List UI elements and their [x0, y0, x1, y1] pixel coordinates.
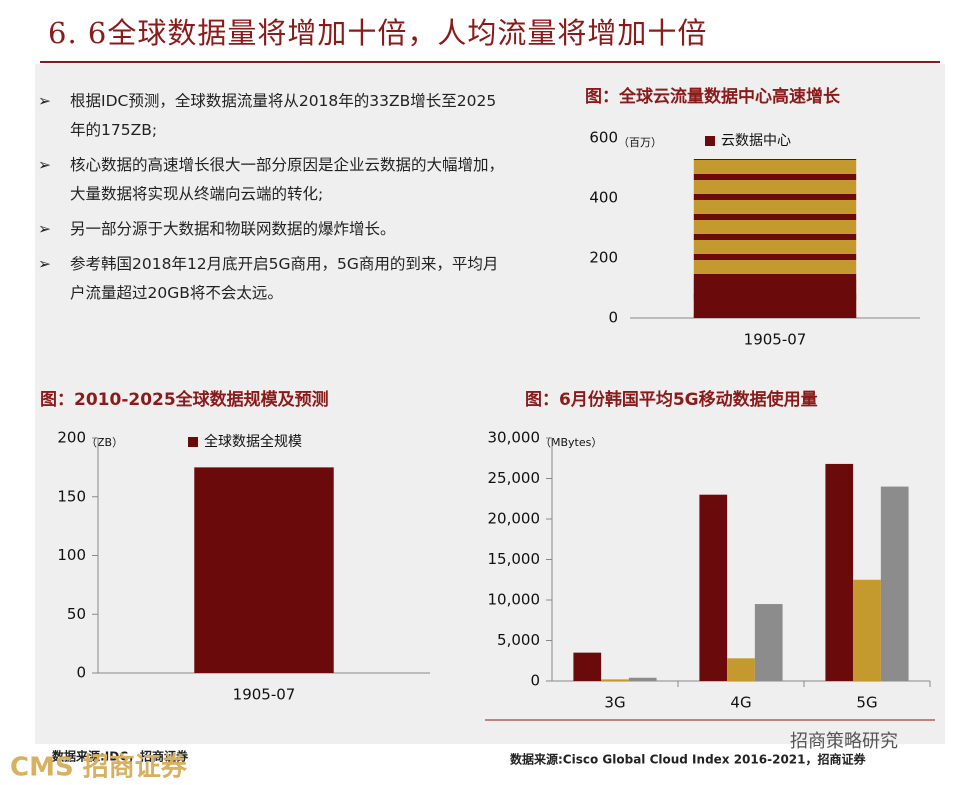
y-tick-label: 400: [589, 189, 618, 207]
bar: [825, 463, 854, 681]
logo: CMS 招商证券: [10, 752, 188, 783]
source: 数据来源:Cisco Global Cloud Index 2016-2021，…: [510, 752, 866, 767]
y-tick-label: 200: [57, 429, 86, 447]
y-tick-label: 600: [589, 129, 618, 147]
y-tick-label: 200: [589, 249, 618, 267]
x-tick-label: 4G: [730, 694, 751, 712]
y-tick-label: 5,000: [497, 631, 540, 649]
legend-swatch: [705, 136, 715, 146]
bar-base: [693, 280, 857, 318]
y-axis-label: （ZB）: [86, 436, 123, 449]
x-tick-label: 3G: [604, 694, 625, 712]
legend-label: 全球数据全规模: [204, 433, 302, 450]
y-tick-label: 150: [57, 487, 86, 505]
chart-title: 图：全球云流量数据中心高速增长: [585, 86, 841, 107]
bar: [194, 467, 334, 673]
bar: [573, 652, 602, 681]
bullet: 参考韩国2018年12月底开启5G商用，5G商用的到来，平均月户流量超过20GB…: [38, 250, 508, 308]
y-axis-label: （百万）: [618, 136, 662, 149]
bar: [754, 604, 783, 681]
bar: [699, 494, 728, 681]
bullet: 根据IDC预测，全球数据流量将从2018年的33ZB增长至2025年的175ZB…: [38, 87, 508, 145]
legend-label: 云数据中心: [721, 133, 791, 149]
y-tick-label: 0: [530, 672, 540, 690]
x-tick-label: 1905-07: [233, 686, 296, 704]
y-tick-label: 0: [76, 664, 86, 682]
bar: [853, 579, 881, 681]
y-tick-label: 25,000: [488, 469, 541, 487]
bar: [628, 677, 657, 681]
bar: [727, 658, 755, 681]
y-tick-label: 0: [608, 309, 618, 327]
y-tick-label: 50: [67, 605, 86, 623]
bullet: 另一部分源于大数据和物联网数据的爆炸增长。: [38, 215, 508, 244]
y-axis-label: （MBytes）: [540, 436, 602, 449]
x-tick-label: 5G: [856, 694, 877, 712]
legend-swatch: [188, 437, 198, 447]
source: 数据来源:IDC，招商证券: [52, 749, 189, 764]
watermark: 招商策略研究: [790, 731, 898, 752]
title-rule: [40, 61, 940, 63]
slide-title: 6. 6全球数据量将增加十倍，人均流量将增加十倍: [48, 16, 708, 50]
bar: [880, 486, 909, 681]
chart-title: 图：2010-2025全球数据规模及预测: [40, 389, 329, 410]
x-tick-label: 1905-07: [744, 331, 807, 349]
chart-title: 图：6月份韩国平均5G移动数据使用量: [525, 389, 818, 410]
y-tick-label: 20,000: [488, 510, 541, 528]
bullets: 根据IDC预测，全球数据流量将从2018年的33ZB增长至2025年的175ZB…: [38, 87, 508, 314]
y-tick-label: 100: [57, 546, 86, 564]
bar: [601, 679, 629, 681]
y-tick-label: 30,000: [488, 429, 541, 447]
bullet: 核心数据的高速增长很大一部分原因是企业云数据的大幅增加，大量数据将实现从终端向云…: [38, 151, 508, 209]
y-tick-label: 10,000: [488, 591, 541, 609]
y-tick-label: 15,000: [488, 550, 541, 568]
